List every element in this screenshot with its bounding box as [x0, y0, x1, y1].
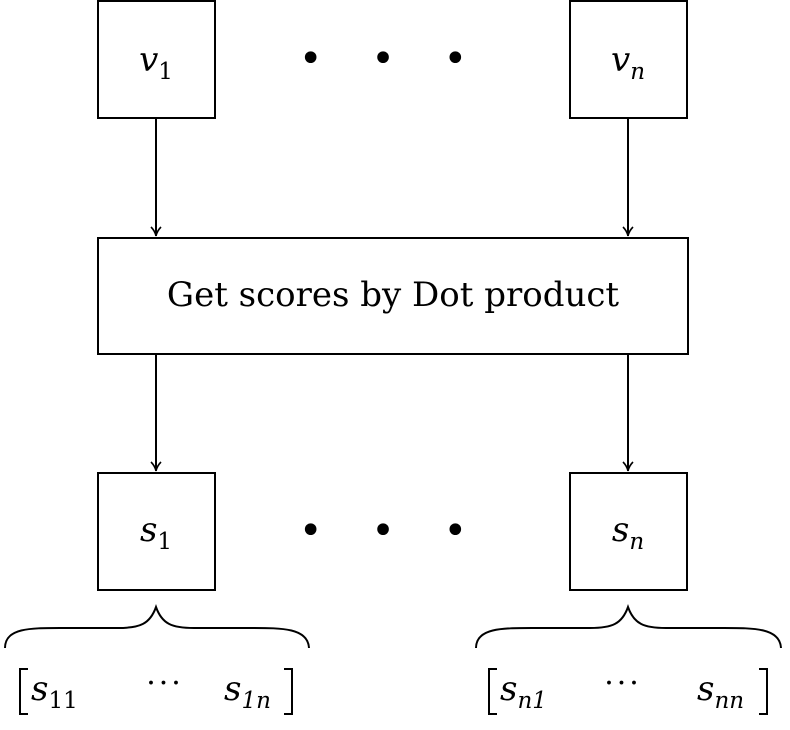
vn-base: v	[611, 40, 630, 80]
sn1-base: s	[500, 669, 517, 709]
v1-base: v	[139, 40, 158, 80]
s11-base: s	[31, 669, 48, 709]
brace-sn	[475, 603, 782, 649]
output-node-s1: s1	[97, 472, 216, 591]
vector-sn-right-bracket	[759, 668, 768, 715]
s1-base: s	[140, 510, 157, 550]
vector-s1-right-bracket	[284, 668, 293, 715]
s1-sub: 1	[157, 529, 172, 555]
v1-sub: 1	[158, 59, 173, 85]
vn-sub: n	[630, 59, 645, 85]
vector-s1-dots: ···	[146, 666, 184, 701]
sn-base: s	[612, 510, 629, 550]
process-label: Get scores by Dot product	[167, 275, 620, 315]
snn-sub: nn	[714, 688, 744, 714]
vector-s1-left-bracket	[19, 668, 28, 715]
vector-sn: sn1 ··· snn	[488, 666, 768, 715]
vector-sn-left-bracket	[488, 668, 497, 715]
svg-text:s11: s11	[31, 669, 78, 714]
svg-text:sn1: sn1	[500, 669, 547, 714]
vector-sn-dots: ···	[604, 666, 642, 701]
brace-s1	[4, 603, 310, 649]
svg-text:s1: s1	[140, 510, 172, 555]
s1n-base: s	[224, 669, 241, 709]
process-box: Get scores by Dot product	[97, 237, 689, 355]
svg-text:sn: sn	[612, 510, 644, 555]
input-node-vn: vn	[569, 0, 688, 119]
svg-text:v1: v1	[139, 40, 173, 85]
svg-text:s1n: s1n	[224, 669, 271, 714]
s11-sub: 11	[48, 688, 77, 714]
sn-sub: n	[629, 529, 644, 555]
vector-s1: s11 ··· s1n	[19, 666, 293, 715]
svg-text:snn: snn	[697, 669, 744, 714]
input-ellipsis: • • •	[299, 36, 485, 82]
output-node-sn: sn	[569, 472, 688, 591]
output-ellipsis: • • •	[299, 508, 485, 554]
s1n-sub: 1n	[241, 688, 270, 714]
svg-text:vn: vn	[611, 40, 645, 85]
sn1-sub: n1	[517, 688, 546, 714]
snn-base: s	[697, 669, 714, 709]
input-node-v1: v1	[97, 0, 216, 119]
